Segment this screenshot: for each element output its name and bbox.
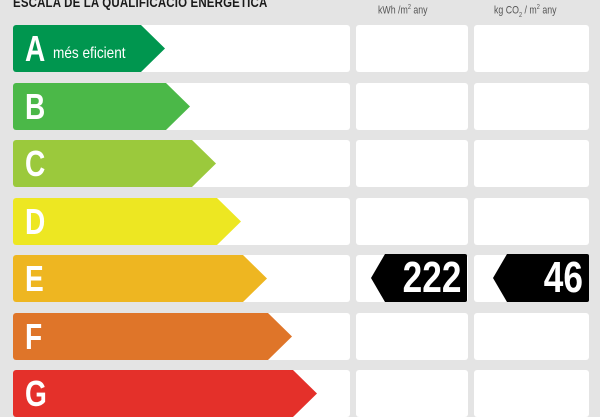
unit-sup: 2 xyxy=(536,4,540,11)
class-label: més eficient xyxy=(53,45,126,62)
rating-cell xyxy=(356,83,468,130)
unit-sup: 2 xyxy=(407,4,411,11)
co2-value: 46 xyxy=(543,253,583,302)
rating-cell xyxy=(356,313,468,360)
rating-cell xyxy=(474,140,589,187)
class-arrow-c: C xyxy=(13,140,216,187)
rating-cell xyxy=(474,83,589,130)
unit-text: kWh /m xyxy=(378,4,408,17)
class-arrow-e: E xyxy=(13,255,267,302)
rating-cell xyxy=(356,25,468,72)
class-letter: A xyxy=(25,28,46,69)
rating-cell xyxy=(474,313,589,360)
rating-cell xyxy=(356,140,468,187)
rating-cell xyxy=(474,25,589,72)
rating-cell xyxy=(474,198,589,245)
scale-title: ESCALA DE LA QUALIFICACIÓ ENERGÈTICA xyxy=(13,0,268,10)
rating-cell xyxy=(474,370,589,417)
class-letter: G xyxy=(25,373,47,414)
co2-value-badge: 46 xyxy=(493,254,589,302)
class-letter: D xyxy=(25,201,46,242)
rating-cell xyxy=(356,198,468,245)
class-letter: E xyxy=(25,258,44,299)
class-arrow-g: G xyxy=(13,370,317,417)
unit-text: any xyxy=(539,4,557,17)
class-arrow-d: D xyxy=(13,198,241,245)
energy-value: 222 xyxy=(402,253,461,302)
energy-unit-label: kWh /m2 any xyxy=(378,4,428,17)
unit-sub: 2 xyxy=(518,11,523,19)
unit-text: any xyxy=(410,4,428,17)
class-letter: F xyxy=(25,316,43,357)
class-letter: B xyxy=(25,86,46,127)
class-arrow-f: F xyxy=(13,313,292,360)
rating-cell xyxy=(356,370,468,417)
class-arrow-b: B xyxy=(13,83,190,130)
energy-value-badge: 222 xyxy=(371,254,467,302)
unit-text: / m xyxy=(522,4,537,17)
class-letter: C xyxy=(25,143,46,184)
unit-text: kg CO xyxy=(494,4,519,17)
co2-unit-label: kg CO2 / m2 any xyxy=(494,4,557,19)
